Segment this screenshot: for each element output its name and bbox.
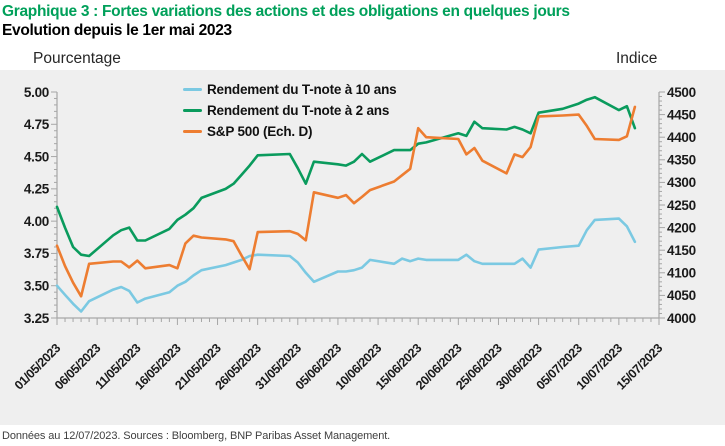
legend-item-sp500: S&P 500 (Ech. D) (183, 121, 396, 142)
legend-swatch-tnote-2y (183, 108, 202, 113)
right-axis-tick-label: 4100 (667, 266, 696, 281)
left-axis-tick-label: 4.75 (24, 117, 50, 132)
right-axis-tick-label: 4200 (667, 220, 696, 235)
right-axis-tick-label: 4350 (667, 153, 696, 168)
right-axis-tick-label: 4000 (667, 311, 696, 326)
series-line-0 (55, 217, 637, 313)
right-axis-tick-label: 4450 (667, 107, 696, 122)
left-axis-tick-label: 4.50 (24, 149, 49, 164)
chart-panel (0, 70, 725, 425)
legend-swatch-tnote-10y (183, 87, 202, 92)
chart-subtitle: Evolution depuis le 1er mai 2023 (2, 22, 232, 39)
left-axis-tick-label: 3.75 (24, 246, 50, 261)
left-axis-caption: Pourcentage (33, 50, 121, 67)
right-axis-tick-label: 4250 (667, 198, 696, 213)
series-line-1 (55, 95, 637, 258)
source-note: Données au 12/07/2023. Sources : Bloombe… (2, 430, 391, 442)
left-axis-tick-label: 3.50 (24, 279, 49, 294)
left-axis-tick-label: 4.25 (24, 182, 50, 197)
right-axis-tick-label: 4500 (667, 85, 696, 100)
legend-label: S&P 500 (Ech. D) (207, 124, 313, 139)
legend-item-tnote-10y: Rendement du T-note à 10 ans (183, 79, 397, 100)
right-axis-caption: Indice (616, 50, 658, 67)
left-axis-tick-label: 5.00 (24, 85, 49, 100)
legend-label: Rendement du T-note à 10 ans (207, 82, 397, 97)
right-axis-tick-label: 4400 (667, 130, 696, 145)
legend-item-tnote-2y: Rendement du T-note à 2 ans (183, 100, 396, 121)
right-axis-tick-label: 4150 (667, 243, 696, 258)
right-axis-tick-label: 4050 (667, 288, 696, 303)
legend-label: Rendement du T-note à 2 ans (207, 103, 390, 118)
legend-swatch-sp500 (183, 129, 202, 134)
chart-legend: Rendement du T-note à 10 ans Rendement d… (183, 79, 397, 142)
series-line-2 (55, 105, 637, 298)
chart-title: Graphique 3 : Fortes variations des acti… (2, 3, 570, 20)
left-axis-tick-label: 3.25 (24, 311, 50, 326)
right-axis-tick-label: 4300 (667, 175, 696, 190)
left-axis-tick-label: 4.00 (24, 214, 49, 229)
